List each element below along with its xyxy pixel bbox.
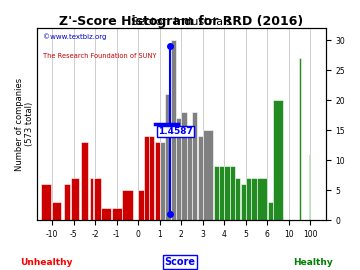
Bar: [149, 136, 154, 220]
Text: ©www.textbiz.org: ©www.textbiz.org: [43, 34, 106, 40]
Bar: [138, 190, 144, 220]
Bar: [192, 112, 197, 220]
Bar: [187, 136, 192, 220]
Bar: [251, 178, 257, 220]
Bar: [181, 112, 186, 220]
Bar: [219, 166, 224, 220]
Bar: [273, 100, 283, 220]
Bar: [203, 130, 213, 220]
Bar: [144, 136, 149, 220]
Bar: [214, 166, 219, 220]
Bar: [101, 208, 111, 220]
Bar: [246, 178, 251, 220]
Bar: [41, 184, 51, 220]
Bar: [198, 136, 203, 220]
Bar: [165, 94, 171, 220]
Bar: [267, 202, 273, 220]
Bar: [52, 202, 61, 220]
Bar: [122, 190, 133, 220]
Bar: [225, 166, 230, 220]
Bar: [171, 40, 176, 220]
Text: Unhealthy: Unhealthy: [21, 258, 73, 267]
Text: The Research Foundation of SUNY: The Research Foundation of SUNY: [43, 53, 157, 59]
Bar: [176, 118, 181, 220]
Text: Sector: Industrials: Sector: Industrials: [131, 17, 232, 27]
Bar: [309, 154, 310, 220]
Text: Score: Score: [165, 257, 195, 267]
Bar: [71, 178, 79, 220]
Bar: [257, 178, 267, 220]
Bar: [230, 166, 235, 220]
Bar: [90, 178, 94, 220]
Text: Healthy: Healthy: [293, 258, 333, 267]
Bar: [160, 142, 165, 220]
Y-axis label: Number of companies
(573 total): Number of companies (573 total): [15, 77, 35, 171]
Bar: [235, 178, 240, 220]
Text: 1.4587: 1.4587: [158, 127, 193, 136]
Bar: [240, 184, 246, 220]
Bar: [112, 208, 122, 220]
Bar: [64, 184, 71, 220]
Bar: [81, 142, 88, 220]
Bar: [298, 58, 301, 220]
Bar: [94, 178, 100, 220]
Bar: [154, 142, 160, 220]
Title: Z'-Score Histogram for RRD (2016): Z'-Score Histogram for RRD (2016): [59, 15, 303, 28]
